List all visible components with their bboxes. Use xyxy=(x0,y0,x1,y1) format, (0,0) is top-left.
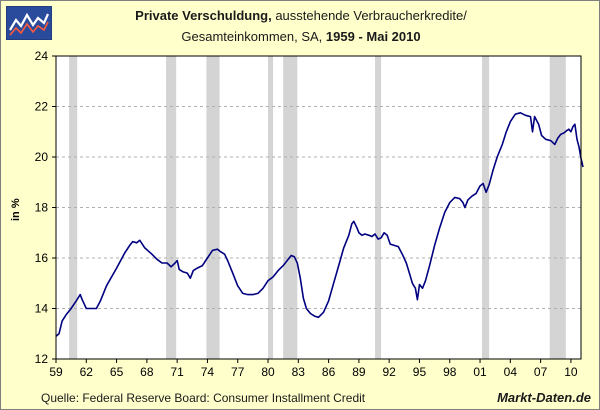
chart-logo-icon xyxy=(6,6,52,40)
chart-subtitle: Gesamteinkommen, SA, 1959 - Mai 2010 xyxy=(1,29,600,44)
x-tick-label: 62 xyxy=(80,365,94,379)
source-note: Quelle: Federal Reserve Board: Consumer … xyxy=(41,391,366,405)
recession-band-5 xyxy=(375,56,382,359)
x-tick-label: 98 xyxy=(443,365,457,379)
x-tick-label: 01 xyxy=(473,365,487,379)
recession-band-7 xyxy=(549,56,566,359)
y-tick-label: 18 xyxy=(35,201,49,215)
x-tick-label: 04 xyxy=(504,365,518,379)
y-tick-label: 12 xyxy=(35,352,49,366)
y-tick-label: 20 xyxy=(35,150,49,164)
x-tick-label: 71 xyxy=(170,365,184,379)
y-tick-label: 16 xyxy=(35,251,49,265)
chart-subtitle-bold: 1959 - Mai 2010 xyxy=(322,29,421,44)
recession-band-0 xyxy=(69,56,78,359)
plot-area xyxy=(56,56,581,359)
x-tick-label: 95 xyxy=(413,365,427,379)
brand-label: Markt-Daten.de xyxy=(497,390,591,405)
x-tick-label: 07 xyxy=(534,365,548,379)
x-tick-label: 65 xyxy=(110,365,124,379)
recession-band-3 xyxy=(268,56,274,359)
y-tick-label: 24 xyxy=(35,49,49,63)
plot-border xyxy=(55,55,582,360)
x-tick-label: 77 xyxy=(231,365,245,379)
x-tick-label: 68 xyxy=(140,365,154,379)
x-tick-label: 74 xyxy=(201,365,215,379)
chart-title-bold: Private Verschuldung, xyxy=(135,8,272,23)
y-tick-label: 22 xyxy=(35,100,49,114)
chart-title-rest: ausstehende Verbraucherkredite/ xyxy=(271,8,467,23)
chart-title: Private Verschuldung, ausstehende Verbra… xyxy=(1,8,600,23)
x-tick-label: 86 xyxy=(322,365,336,379)
chart-subtitle-plain: Gesamteinkommen, SA, xyxy=(181,29,323,44)
x-tick-label: 83 xyxy=(292,365,306,379)
x-tick-label: 89 xyxy=(352,365,366,379)
series-line-0 xyxy=(55,112,584,337)
x-tick-label: 59 xyxy=(49,365,63,379)
recession-band-6 xyxy=(482,56,490,359)
y-tick-label: 14 xyxy=(35,302,49,316)
x-tick-label: 92 xyxy=(382,365,396,379)
x-tick-label: 10 xyxy=(564,365,578,379)
x-tick-label: 80 xyxy=(261,365,275,379)
